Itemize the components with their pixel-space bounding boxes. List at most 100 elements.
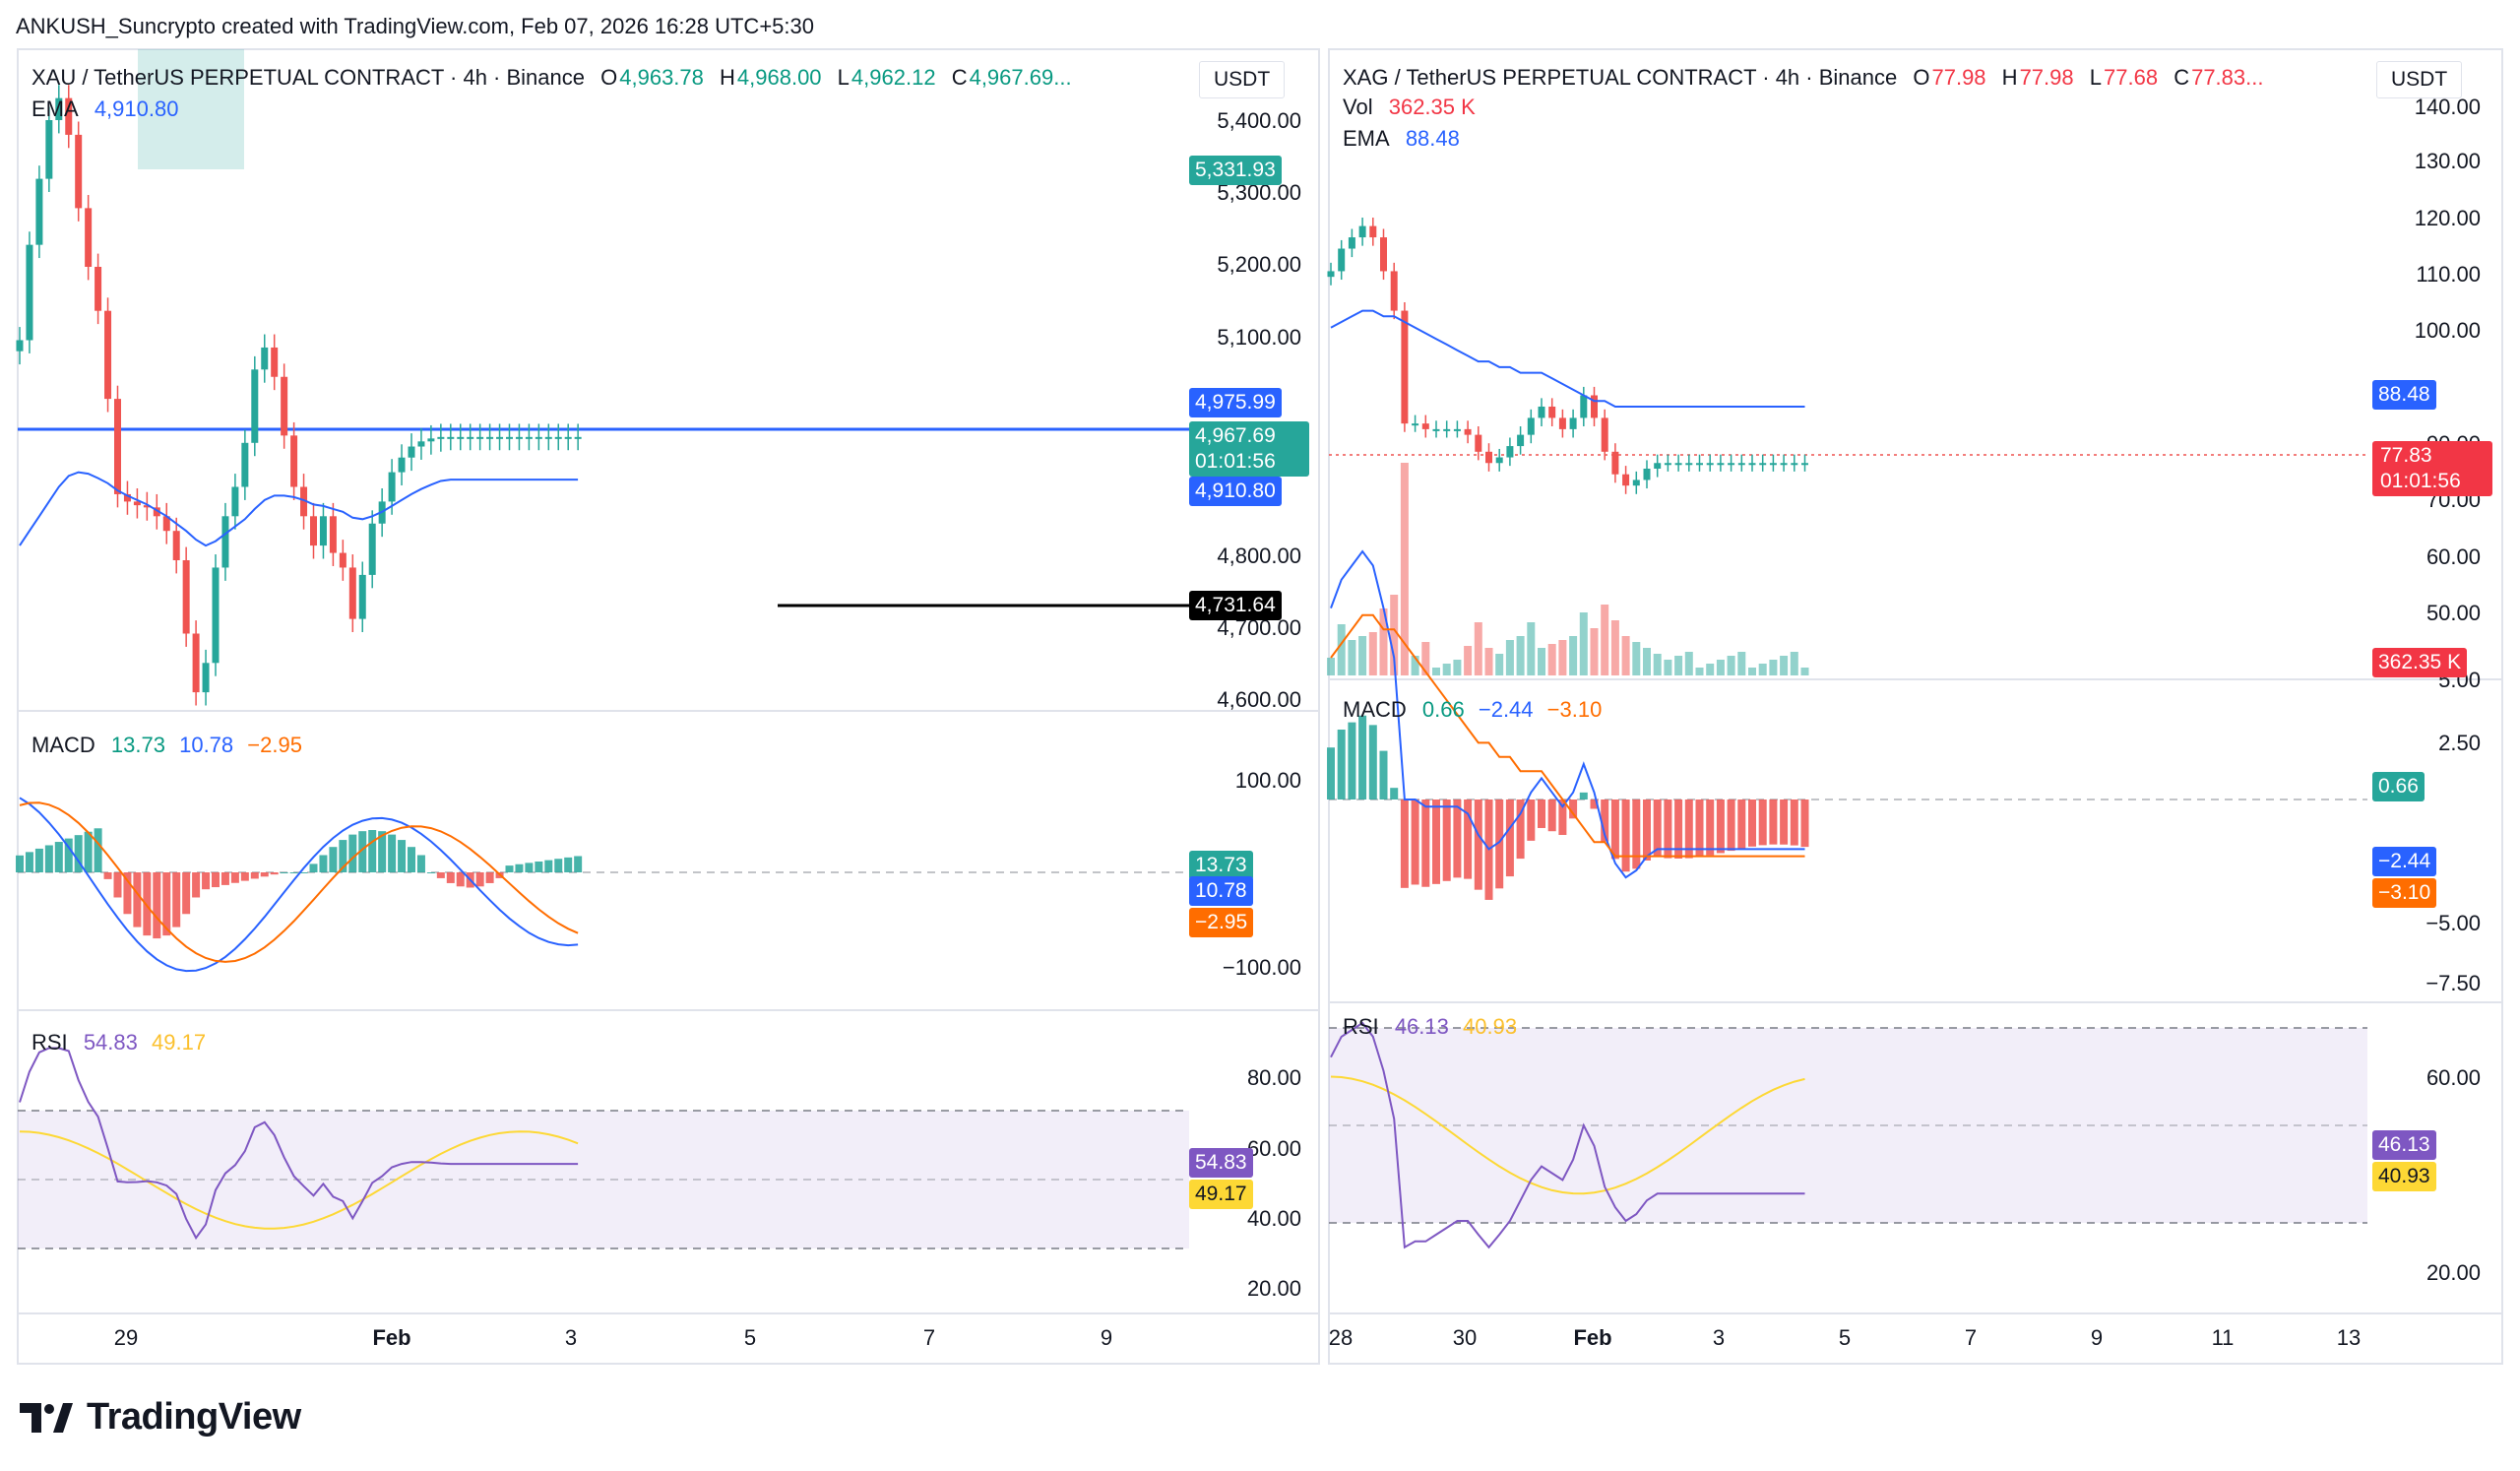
left-candle-body — [398, 457, 406, 473]
right-rsi-legend[interactable]: RSI 46.13 40.93 — [1343, 1014, 1519, 1040]
right-volume-bar — [1358, 636, 1367, 675]
right-macd-bar — [1348, 722, 1356, 799]
left-tag-level[interactable]: 4,731.64 — [1189, 591, 1282, 620]
right-macd-bar — [1400, 799, 1409, 888]
left-macd-bar — [34, 848, 43, 872]
left-candle-body — [26, 244, 33, 341]
right-volume-bar — [1800, 668, 1809, 675]
left-candle-body — [348, 567, 356, 619]
left-tag-last-value: 4,967.69 — [1195, 424, 1276, 447]
right-macd-bar — [1464, 799, 1473, 879]
right-candle-body — [1464, 428, 1472, 435]
right-candle-body — [1327, 271, 1335, 278]
right-rsi-label: RSI — [1343, 1014, 1379, 1039]
left-tag-rsi-ma: 49.17 — [1189, 1180, 1253, 1209]
right-date-30: 30 — [1453, 1325, 1477, 1350]
right-ema-legend[interactable]: EMA 88.48 — [1343, 126, 1462, 152]
right-rsi-tick-60: 60.00 — [2426, 1065, 2481, 1090]
left-candle-body — [261, 347, 269, 370]
left-macd-legend[interactable]: MACD 13.73 10.78 −2.95 — [32, 733, 304, 758]
left-candle-body — [192, 633, 200, 693]
left-rsi-legend[interactable]: RSI 54.83 49.17 — [32, 1030, 208, 1055]
right-volume-bar — [1400, 463, 1409, 675]
left-macd-v2: 10.78 — [179, 733, 234, 757]
right-candle-body — [1527, 417, 1535, 435]
right-volume-bar — [1474, 622, 1482, 675]
left-candle-body — [300, 486, 308, 517]
right-tick-100: 100.00 — [2415, 318, 2481, 343]
left-tag-top: 5,331.93 — [1189, 156, 1282, 185]
right-candle-body — [1769, 463, 1777, 466]
right-volume-bar — [1421, 642, 1430, 675]
right-volume-bar — [1664, 660, 1672, 675]
left-macd-bar — [574, 856, 583, 872]
left-symbol[interactable]: XAU / TetherUS PERPETUAL CONTRACT · 4h ·… — [32, 65, 585, 90]
right-vol-legend[interactable]: Vol 362.35 K — [1343, 95, 1478, 120]
right-date-feb: Feb — [1573, 1325, 1611, 1350]
right-candle-body — [1674, 463, 1682, 466]
right-candle-body — [1632, 480, 1640, 486]
left-macd-bar — [436, 872, 445, 878]
right-candle-body — [1706, 463, 1714, 466]
right-header: XAG / TetherUS PERPETUAL CONTRACT · 4h ·… — [1343, 65, 2265, 91]
right-volume-bar — [1610, 620, 1619, 675]
right-volume-bar — [1442, 664, 1451, 675]
right-candle-body — [1622, 474, 1630, 486]
right-volume-bar — [1464, 646, 1473, 675]
right-volume-bar — [1748, 668, 1756, 675]
left-macd-bar — [25, 852, 33, 872]
right-candle-body — [1748, 463, 1756, 466]
left-tag-ema: 4,910.80 — [1189, 477, 1282, 506]
left-candle-body — [290, 435, 298, 487]
right-volume-bar — [1411, 656, 1419, 675]
left-ema-legend[interactable]: EMA 4,910.80 — [32, 96, 180, 122]
right-tag-ema: 88.48 — [2372, 380, 2436, 410]
left-candle-body — [55, 97, 63, 120]
right-macd-bar — [1780, 799, 1789, 845]
right-c-label: C — [2174, 65, 2190, 90]
right-candle-body — [1548, 406, 1556, 418]
left-candle-body — [65, 97, 73, 135]
right-date-5: 5 — [1839, 1325, 1851, 1350]
right-volume-bar — [1538, 648, 1545, 675]
right-symbol[interactable]: XAG / TetherUS PERPETUAL CONTRACT · 4h ·… — [1343, 65, 1898, 90]
left-macd-bar — [54, 842, 63, 872]
right-vol-value: 362.35 K — [1388, 95, 1476, 119]
tradingview-logo[interactable]: TradingView — [20, 1396, 301, 1439]
right-volume-bar — [1790, 652, 1798, 675]
left-macd-bar — [230, 872, 239, 883]
right-tag-countdown: 01:01:56 — [2380, 470, 2461, 492]
right-ema-value: 88.48 — [1405, 126, 1460, 151]
left-tag-macd-hist: 13.73 — [1189, 851, 1253, 880]
left-candle-body — [319, 516, 327, 546]
left-candle-body — [437, 436, 445, 439]
right-candle-body — [1443, 428, 1451, 431]
right-candle-body — [1517, 434, 1525, 447]
right-volume-bar — [1653, 654, 1662, 675]
right-tag-rsi-ma: 40.93 — [2372, 1162, 2436, 1191]
left-ema — [19, 471, 579, 547]
left-candle-body — [476, 436, 484, 439]
right-macd-bar — [1516, 799, 1525, 860]
right-candle-body — [1759, 463, 1767, 466]
left-ema-value: 4,910.80 — [94, 96, 179, 121]
right-candle-body — [1401, 310, 1409, 424]
right-candle-body — [1358, 225, 1366, 238]
right-volume-bar — [1432, 668, 1440, 675]
left-candle-body — [231, 486, 239, 517]
left-candle-body — [408, 446, 415, 458]
left-macd-bar — [388, 834, 397, 872]
left-macd-bar — [475, 872, 484, 887]
left-candle-body — [310, 516, 317, 546]
right-macd-bar — [1538, 799, 1545, 828]
left-macd-bar — [74, 835, 83, 872]
left-date-29: 29 — [114, 1325, 138, 1350]
left-macd-bar — [220, 872, 229, 885]
left-date-5: 5 — [744, 1325, 756, 1350]
right-currency-button[interactable]: USDT — [2376, 61, 2463, 98]
left-macd-bar — [515, 863, 524, 872]
right-macd-legend[interactable]: MACD 0.66 −2.44 −3.10 — [1343, 697, 1604, 723]
left-currency-button[interactable]: USDT — [1199, 61, 1286, 98]
left-tag-alert[interactable]: 4,975.99 — [1189, 388, 1282, 417]
